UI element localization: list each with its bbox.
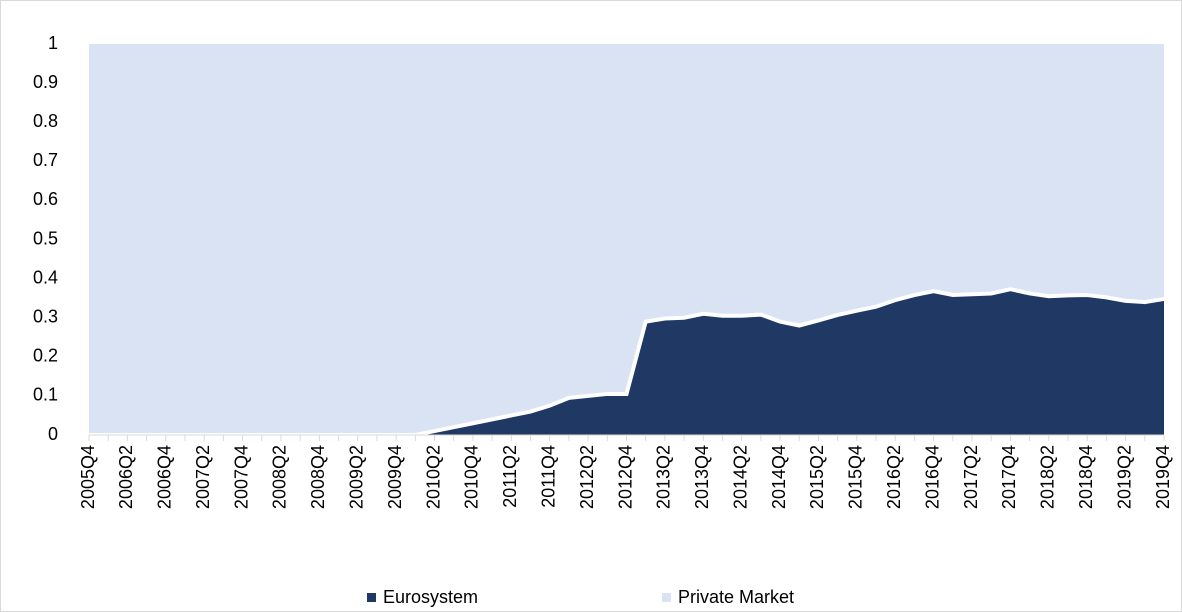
x-tick-label: 2009Q4 (385, 445, 405, 509)
y-tick-label: 0.2 (33, 346, 58, 366)
legend-label: Private Market (678, 587, 794, 607)
legend-label: Eurosystem (383, 587, 478, 607)
y-tick-label: 0.4 (33, 267, 58, 287)
x-tick-label: 2016Q2 (884, 445, 904, 509)
x-tick-label: 2014Q2 (730, 445, 750, 509)
x-tick-label: 2019Q2 (1114, 445, 1134, 509)
x-tick-label: 2014Q4 (769, 445, 789, 509)
x-tick-label: 2017Q2 (961, 445, 981, 509)
y-tick-label: 1 (48, 33, 58, 53)
legend-swatch (367, 593, 376, 602)
x-tick-label: 2007Q2 (193, 445, 213, 509)
x-tick-label: 2011Q2 (500, 445, 520, 508)
x-tick-label: 2005Q4 (78, 445, 98, 509)
x-tick-label: 2009Q2 (347, 445, 367, 509)
x-tick-label: 2010Q4 (462, 445, 482, 509)
x-tick-label: 2008Q2 (270, 445, 290, 509)
y-tick-label: 0.3 (33, 306, 58, 326)
x-tick-label: 2012Q2 (577, 445, 597, 509)
x-tick-label: 2013Q2 (654, 445, 674, 509)
y-tick-label: 0.5 (33, 228, 58, 248)
x-tick-label: 2016Q4 (922, 445, 942, 509)
area (89, 44, 1164, 435)
x-tick-label: 2015Q4 (846, 445, 866, 509)
x-tick-label: 2012Q4 (615, 445, 635, 509)
x-tick-label: 2006Q4 (155, 445, 175, 509)
area (89, 289, 1164, 435)
y-tick-label: 0.7 (33, 150, 58, 170)
x-tick-label: 2006Q2 (116, 445, 136, 509)
y-tick-label: 0 (48, 424, 58, 444)
x-tick-label: 2010Q2 (423, 445, 443, 509)
y-tick-label: 0.9 (33, 72, 58, 92)
x-tick-label: 2011Q4 (538, 445, 558, 508)
x-tick-label: 2018Q2 (1038, 445, 1058, 509)
legend-swatch (662, 593, 671, 602)
y-tick-label: 0.6 (33, 189, 58, 209)
x-tick-label: 2015Q2 (807, 445, 827, 509)
y-tick-label: 0.1 (33, 385, 58, 405)
x-tick-label: 2017Q4 (999, 445, 1019, 509)
x-tick-label: 2013Q4 (692, 445, 712, 509)
x-tick-label: 2007Q4 (231, 445, 251, 509)
x-tick-label: 2018Q4 (1076, 445, 1096, 509)
x-tick-label: 2019Q4 (1153, 445, 1173, 509)
y-tick-label: 0.8 (33, 111, 58, 131)
x-tick-label: 2008Q4 (308, 445, 328, 509)
